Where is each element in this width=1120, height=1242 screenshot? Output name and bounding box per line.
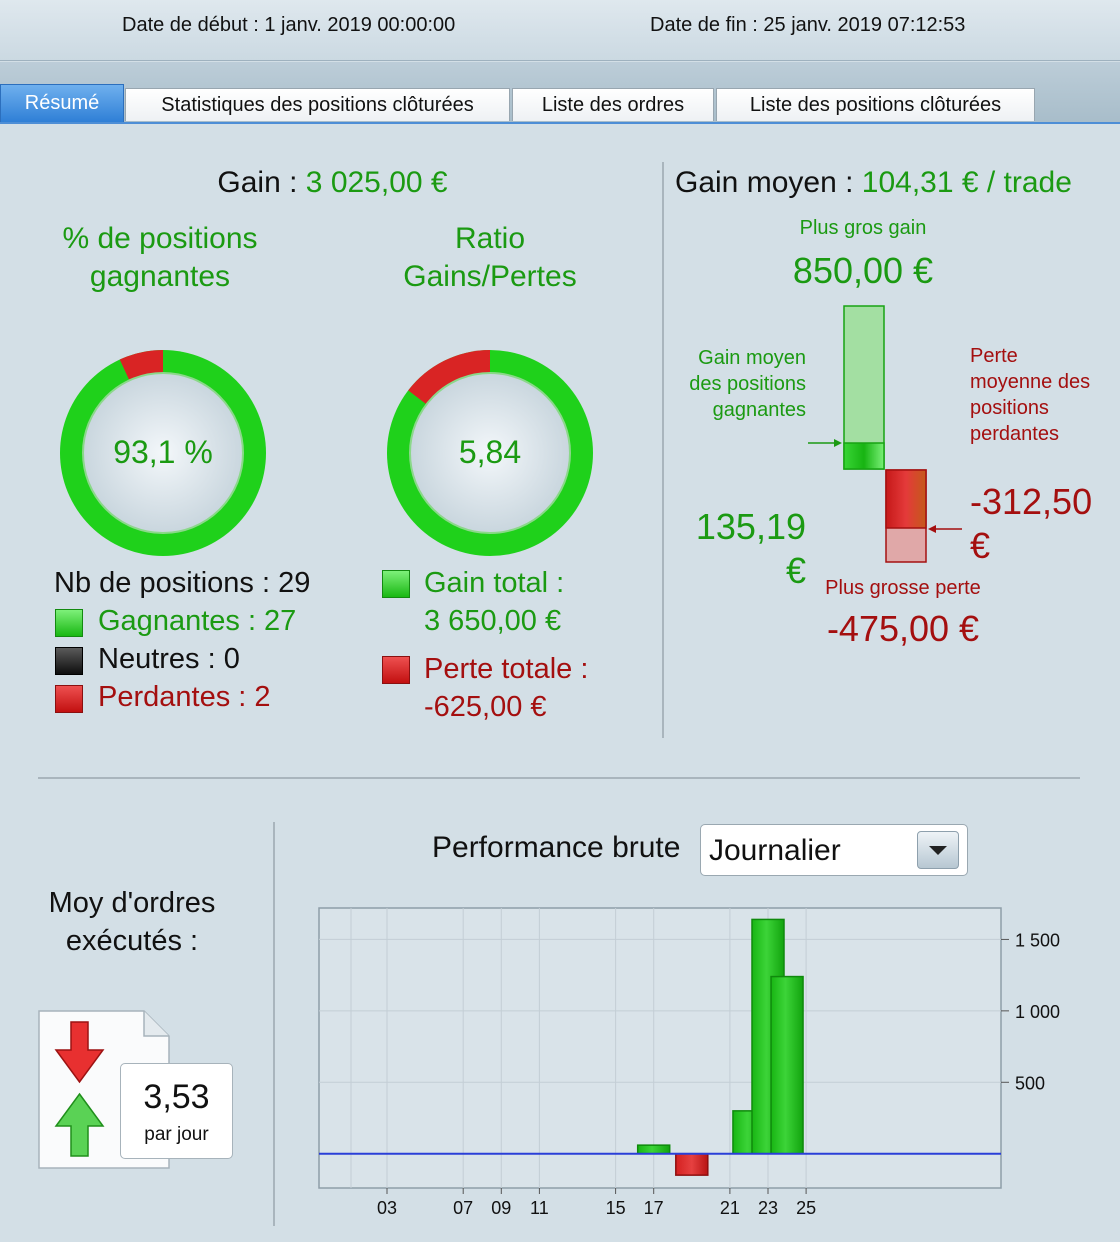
x-tick-label: 17: [644, 1198, 664, 1218]
start-date: Date de début : 1 janv. 2019 00:00:00: [122, 14, 455, 37]
biggest-loss-label: Plus grosse perte: [825, 577, 981, 599]
ratio-donut: [387, 350, 593, 556]
average-gain-value: 104,31 € / trade: [861, 166, 1072, 199]
orders-divider: [273, 822, 275, 1226]
avg-winning-value: 135,19 €: [695, 506, 806, 591]
chart-bar: [770, 975, 804, 1155]
tab-closed-positions-list[interactable]: Liste des positions clôturées: [716, 88, 1035, 121]
y-tick-label: 1 000: [1015, 1002, 1060, 1022]
y-tick-label: 1 500: [1015, 930, 1060, 950]
biggest-gain-label: Plus gros gain: [799, 217, 927, 239]
biggest-gain-value: 850,00 €: [792, 250, 934, 291]
y-tick-label: 500: [1015, 1073, 1045, 1093]
losing-count: Perdantes : 2: [98, 681, 271, 713]
chart-plot-area: [318, 907, 1002, 1189]
x-tick-label: 23: [758, 1198, 778, 1218]
total-gain-swatch: [382, 570, 410, 598]
date-range-header: Date de début : 1 janv. 2019 00:00:00 Da…: [0, 0, 1120, 61]
gain-title: Gain : 3 025,00 €: [0, 166, 665, 200]
chevron-down-icon[interactable]: [917, 831, 959, 869]
start-date-label: Date de début :: [122, 14, 259, 36]
total-loss-label: Perte totale :: [424, 653, 589, 685]
avg-loss-bar: [885, 469, 927, 529]
x-tick-label: 21: [720, 1198, 740, 1218]
losing-swatch: [55, 685, 83, 713]
orders-per-day-unit: par jour: [144, 1124, 209, 1145]
chart-bar: [675, 1152, 709, 1176]
x-tick-label: 03: [377, 1198, 397, 1218]
orders-per-day-box: 3,53 par jour: [120, 1063, 233, 1159]
pct-winning-donut: [60, 350, 266, 556]
avg-gain-bar: [843, 442, 885, 470]
arrow-down-icon: [54, 1021, 105, 1084]
pct-winning-title: % de positions gagnantes: [62, 222, 258, 293]
gain-label: Gain :: [217, 166, 298, 199]
total-loss-value: -625,00 €: [424, 691, 547, 723]
horizontal-divider: [38, 777, 1080, 779]
pct-winning-value: 93,1 %: [113, 434, 213, 470]
winning-count: Gagnantes : 27: [98, 605, 297, 637]
gain-value: 3 025,00 €: [305, 166, 448, 199]
performance-title: Performance brute: [432, 831, 681, 864]
neutral-swatch: [55, 647, 83, 675]
max-gain-bar: [843, 305, 885, 470]
biggest-loss-value: -475,00 €: [826, 608, 980, 649]
arrow-up-icon: [54, 1092, 105, 1157]
tab-closed-positions-stats[interactable]: Statistiques des positions clôturées: [125, 88, 510, 121]
tab-resume[interactable]: Résumé: [0, 84, 124, 122]
performance-chart: 1 500 1 000 500 03 07 09 11 15 17 21 23 25: [318, 907, 1060, 1218]
ratio-value: 5,84: [458, 434, 522, 470]
start-date-value: 1 janv. 2019 00:00:00: [264, 14, 456, 36]
end-date-label: Date de fin :: [650, 14, 758, 36]
ratio-title: Ratio Gains/Pertes: [403, 222, 577, 293]
tab-orders-list[interactable]: Liste des ordres: [512, 88, 714, 121]
total-gain-label: Gain total :: [424, 567, 565, 599]
x-tick-label: 11: [530, 1198, 549, 1218]
total-loss-swatch: [382, 656, 410, 684]
neutral-count: Neutres : 0: [98, 643, 240, 675]
x-tick-label: 25: [796, 1198, 816, 1218]
period-dropdown[interactable]: Journalier: [700, 824, 968, 876]
average-gain-title: Gain moyen : 104,31 € / trade: [675, 166, 1072, 200]
chart-bar: [636, 1144, 671, 1155]
total-gain-value: 3 650,00 €: [424, 605, 562, 637]
end-date: Date de fin : 25 janv. 2019 07:12:53: [650, 14, 965, 37]
positions-count: Nb de positions : 29: [54, 567, 311, 599]
gain-loss-bars: [808, 305, 962, 563]
x-tick-label: 09: [491, 1198, 511, 1218]
avg-losing-value: -312,50 €: [970, 481, 1093, 566]
section-divider: [662, 162, 664, 738]
x-tick-label: 07: [453, 1198, 473, 1218]
period-dropdown-value: Journalier: [709, 834, 841, 867]
avg-winning-label: Gain moyen des positions gagnantes: [689, 347, 806, 421]
average-gain-label: Gain moyen :: [675, 166, 854, 199]
orders-per-day-value: 3,53: [143, 1078, 210, 1116]
avg-losing-label: Perte moyenne des positions perdantes: [970, 345, 1091, 445]
winning-swatch: [55, 609, 83, 637]
orders-title: Moy d'ordres exécutés :: [48, 887, 216, 957]
end-date-value: 25 janv. 2019 07:12:53: [763, 14, 966, 36]
x-tick-label: 15: [606, 1198, 626, 1218]
